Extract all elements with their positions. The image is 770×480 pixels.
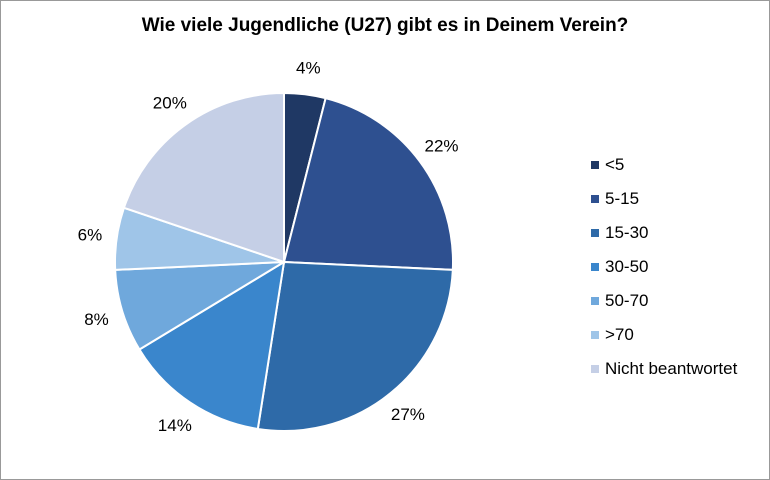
legend-label: 5-15 [605, 189, 640, 208]
pie-slice [282, 96, 454, 271]
slice-value-label: 20% [153, 94, 187, 113]
slice-value-label: 6% [78, 226, 103, 245]
legend-item: 50-70 [591, 284, 737, 318]
legend-label: >70 [605, 325, 634, 344]
slice-value-label: 22% [424, 136, 458, 155]
legend-swatch [591, 195, 599, 203]
slice-value-label: 27% [391, 405, 425, 424]
legend-label: 30-50 [605, 257, 649, 276]
legend-swatch [591, 297, 599, 305]
chart-title: Wie viele Jugendliche (U27) gibt es in D… [141, 15, 629, 36]
legend-label: 50-70 [605, 291, 649, 310]
legend-item: >70 [591, 318, 737, 352]
legend-label: <5 [605, 155, 625, 174]
legend-swatch [591, 263, 599, 271]
legend-swatch [591, 331, 599, 339]
legend-item: 5-15 [591, 182, 737, 216]
legend-swatch [591, 161, 599, 169]
legend-item: <5 [591, 148, 737, 182]
pie-slice [138, 260, 286, 431]
legend-item: 15-30 [591, 216, 737, 250]
pie-slice [256, 260, 454, 432]
pie-slice [122, 91, 285, 264]
slice-value-label: 14% [158, 416, 192, 435]
legend-label: 15-30 [605, 223, 649, 242]
slice-value-label: 4% [296, 59, 321, 78]
legend-label: Nicht beantwortet [605, 359, 738, 378]
legend-swatch [591, 365, 599, 373]
chart-legend: <5 5-15 15-30 30-50 50-70 >70 Nicht beantworte… [591, 148, 737, 386]
legend-item: Nicht beantwortet [591, 352, 737, 386]
legend-item: 30-50 [591, 250, 737, 284]
slice-value-label: 8% [84, 310, 109, 329]
legend-swatch [591, 229, 599, 237]
